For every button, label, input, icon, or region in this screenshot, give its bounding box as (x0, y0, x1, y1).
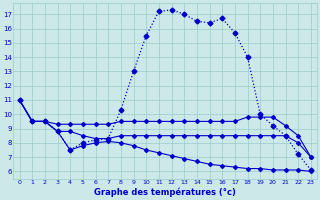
X-axis label: Graphe des températures (°c): Graphe des températures (°c) (94, 188, 236, 197)
